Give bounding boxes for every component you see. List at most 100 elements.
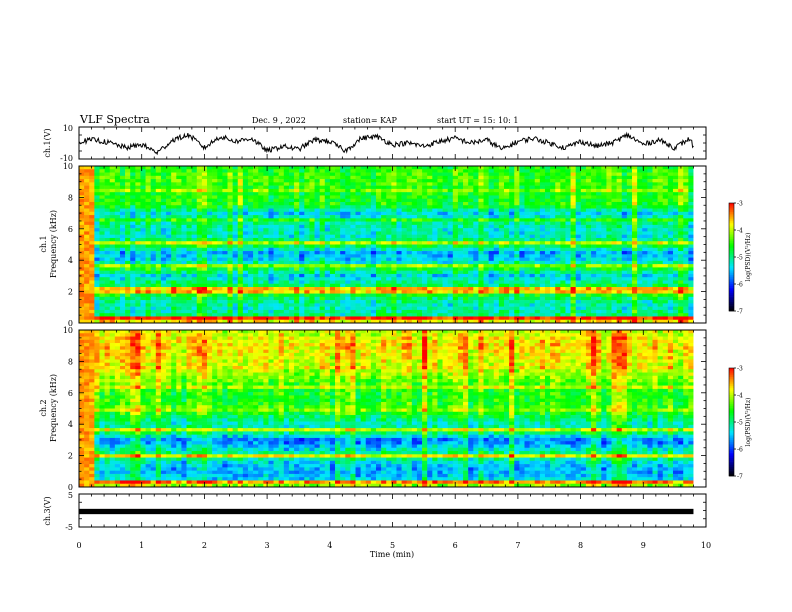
spectrogram-cell	[483, 228, 489, 232]
spectrogram-cell	[391, 237, 397, 242]
spectrogram-cell	[616, 283, 623, 288]
spectrogram-cell	[493, 287, 500, 291]
spectrogram-cell	[591, 247, 597, 252]
spectrogram-cell	[473, 231, 479, 235]
spectrogram-cell	[509, 215, 515, 219]
spectrogram-cell	[473, 280, 479, 285]
spectrogram-cell	[498, 205, 505, 209]
spectrogram-cell	[504, 198, 510, 203]
spectrogram-cell	[288, 208, 295, 213]
spectrogram-cell	[504, 169, 510, 173]
spectrogram-cell	[360, 254, 367, 258]
spectrogram-cell	[667, 270, 674, 275]
spectrogram-cell	[524, 290, 530, 294]
spectrogram-cell	[273, 254, 279, 258]
spectrogram-cell	[242, 290, 249, 294]
spectrogram-cell	[662, 166, 669, 170]
spectrogram-cell	[626, 201, 633, 206]
spectrogram-cell	[125, 257, 131, 262]
spectrogram-cell	[130, 267, 136, 271]
spectrogram-cell	[606, 273, 612, 278]
spectrogram-cell	[447, 287, 454, 291]
spectrogram-cell	[570, 244, 576, 249]
spectrogram-cell	[329, 290, 336, 294]
spectrogram-cell	[176, 264, 182, 268]
spectrogram-cell	[329, 205, 336, 209]
spectrogram-cell	[253, 257, 259, 262]
spectrogram-cell	[181, 273, 187, 278]
spectrogram-cell	[109, 205, 116, 209]
spectrogram-cell	[534, 241, 541, 245]
spectrogram-cell	[401, 267, 408, 271]
spectrogram-cell	[94, 221, 100, 226]
spectrogram-cell	[437, 237, 443, 242]
spectrogram-cell	[442, 273, 448, 278]
spectrogram-cell	[483, 172, 489, 177]
spectrogram-cell	[99, 244, 105, 249]
spectrogram-cell	[596, 293, 602, 298]
spectrogram-cell	[626, 231, 633, 235]
spectrogram-cell	[294, 211, 300, 216]
spectrogram-cell	[119, 287, 126, 291]
spectrogram-cell	[345, 205, 351, 209]
spectrogram-cell	[432, 241, 438, 245]
spectrogram-cell	[637, 231, 643, 235]
spectrogram-cell	[370, 241, 377, 245]
spectrogram-cell	[217, 247, 223, 252]
spectrogram-cell	[125, 198, 131, 203]
spectrogram-cell	[509, 221, 515, 226]
spectrogram-cell	[473, 221, 479, 226]
spectrogram-cell	[99, 169, 105, 173]
spectrogram-cell	[191, 201, 198, 206]
spectrogram-cell	[350, 287, 356, 291]
spectrogram-cell	[294, 195, 300, 200]
spectrogram-cell	[386, 179, 392, 183]
spectrogram-cell	[478, 208, 484, 213]
spectrogram-cell	[381, 166, 387, 170]
spectrogram-cell	[585, 283, 592, 288]
spectrogram-cell	[442, 175, 448, 180]
spectrogram-cell	[565, 175, 571, 180]
spectrogram-cell	[381, 273, 387, 278]
spectrogram-cell	[319, 198, 326, 203]
spectrogram-cell	[304, 270, 310, 275]
spectrogram-cell	[365, 208, 372, 213]
spectrogram-cell	[422, 231, 428, 235]
spectrogram-cell	[114, 192, 121, 196]
spectrogram-cell	[181, 179, 187, 183]
spectrogram-cell	[478, 231, 484, 235]
spectrogram-cell	[253, 192, 259, 196]
spectrogram-cell	[140, 198, 146, 203]
spectrogram-cell	[422, 192, 428, 196]
spectrogram-cell	[386, 175, 392, 180]
spectrogram-cell	[140, 254, 146, 258]
spectrogram-cell	[263, 283, 269, 288]
spectrogram-cell	[514, 254, 520, 258]
spectrogram-cell	[145, 221, 151, 226]
spectrogram-cell	[662, 182, 669, 186]
spectrogram-cell	[616, 211, 623, 216]
spectrogram-cell	[667, 264, 674, 268]
spectrogram-cell	[130, 264, 136, 268]
spectrogram-cell	[283, 166, 290, 170]
spectrogram-cell	[84, 166, 90, 170]
spectrogram-cell	[135, 218, 141, 222]
spectrogram-cell	[145, 208, 151, 213]
spectrogram-cell	[483, 247, 489, 252]
spectrogram-cell	[196, 221, 203, 226]
spectrogram-cell	[386, 166, 392, 170]
spectrogram-cell	[422, 260, 428, 265]
spectrogram-cell	[355, 169, 361, 173]
spectrogram-cell	[375, 264, 382, 268]
spectrogram-cell	[662, 218, 669, 222]
spectrogram-cell	[504, 192, 510, 196]
spectrogram-cell	[529, 280, 536, 285]
spectrogram-cell	[94, 208, 100, 213]
spectrogram-cell	[401, 166, 408, 170]
spectrogram-cell	[514, 195, 520, 200]
spectrogram-cell	[125, 264, 131, 268]
spectrogram-cell	[652, 260, 658, 265]
spectrogram-cell	[560, 254, 566, 258]
spectrogram-cell	[580, 293, 587, 298]
spectrogram-cell	[355, 188, 361, 193]
